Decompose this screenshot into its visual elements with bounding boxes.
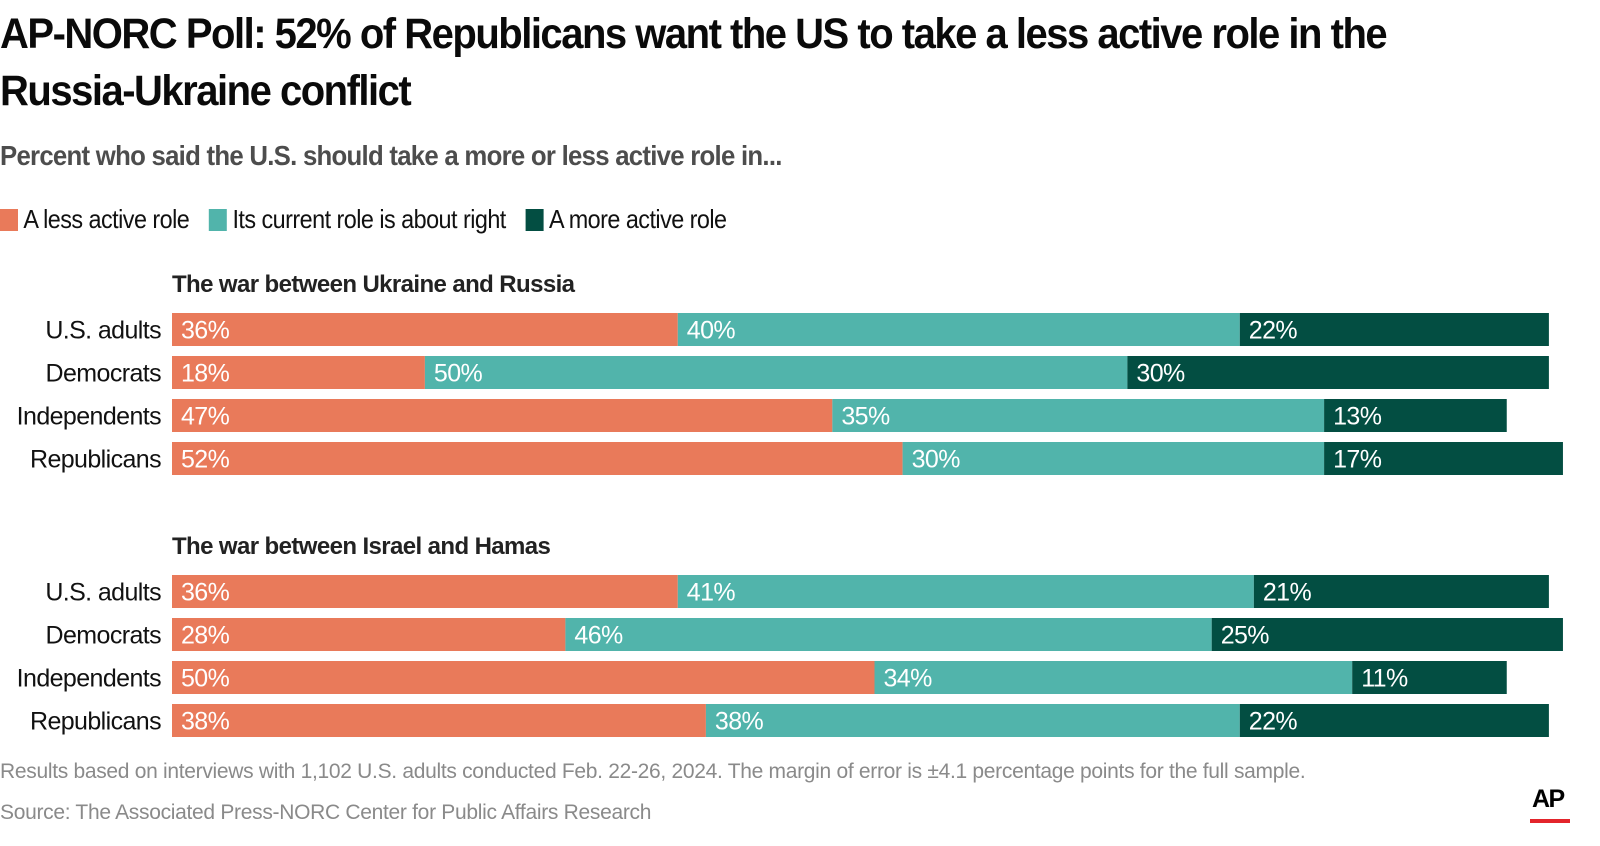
bar-segment-a-less-active-role [172,356,425,389]
row-label-independents: Independents [17,403,161,431]
ap-logo: AP [1532,785,1565,813]
row-label-democrats: Democrats [46,622,162,650]
data-label-a-more-active-role: 25% [1221,622,1270,650]
panel-title: The war between Israel and Hamas [172,533,551,560]
bar-segment-a-less-active-role [172,442,903,475]
data-label-a-less-active-role: 50% [181,665,230,693]
bar-row-democrats: Democrats 28% 46% 25% [46,618,1563,651]
legend-swatch-current-role [209,208,228,231]
legend-item-current-role: Its current role is about right [209,204,506,235]
data-label-a-less-active-role: 28% [181,622,230,650]
row-label-republicans: Republicans [30,708,161,736]
legend-label-current-role: Its current role is about right [232,204,506,234]
legend-swatch-more-active [525,208,544,231]
bar-segment-its-current-role-is-about-right [565,618,1212,651]
bar-row-republicans: Republicans 38% 38% 22% [30,704,1549,737]
legend-item-less-active: A less active role [0,204,190,235]
data-label-its-current-role-is-about-right: 40% [687,317,736,345]
bar-row-u-s-adults: U.S. adults 36% 41% 21% [45,575,1549,608]
data-label-its-current-role-is-about-right: 30% [912,446,961,474]
panel-the-war-between-israel-and-hamas: The war between Israel and Hamas U.S. adu… [17,533,1563,737]
data-label-a-less-active-role: 18% [181,360,230,388]
bar-segment-a-less-active-role [172,661,875,694]
bar-segment-a-more-active-role [1239,313,1549,346]
panel-the-war-between-ukraine-and-russia: The war between Ukraine and Russia U.S. a… [17,271,1563,475]
bar-segment-its-current-role-is-about-right [677,313,1240,346]
data-label-a-less-active-role: 47% [181,403,230,431]
panel-title: The war between Ukraine and Russia [172,271,576,298]
bar-segment-a-more-active-role [1324,442,1563,475]
methodology-note: Results based on interviews with 1,102 U… [0,760,1306,783]
data-label-a-more-active-role: 13% [1333,403,1382,431]
row-label-republicans: Republicans [30,446,161,474]
bar-segment-a-more-active-role [1324,399,1507,432]
data-label-its-current-role-is-about-right: 50% [434,360,483,388]
bar-segment-its-current-role-is-about-right [424,356,1128,389]
bar-segment-its-current-role-is-about-right [832,399,1325,432]
data-label-a-more-active-role: 22% [1249,317,1298,345]
data-label-a-more-active-role: 21% [1263,579,1312,607]
bar-segment-a-more-active-role [1211,618,1563,651]
legend-swatch-less-active [0,208,18,231]
bar-row-democrats: Democrats 18% 50% 30% [46,356,1549,389]
data-label-a-more-active-role: 22% [1249,708,1298,736]
data-label-a-more-active-role: 11% [1361,665,1408,693]
bar-segment-a-less-active-role [172,313,678,346]
legend-label-more-active: A more active role [548,204,727,234]
bar-row-independents: Independents 50% 34% 11% [17,661,1507,694]
data-label-a-more-active-role: 17% [1333,446,1382,474]
chart-title: AP-NORC Poll: 52% of Republicans want th… [0,10,1388,115]
bar-segment-a-more-active-role [1253,575,1549,608]
stacked-bar-chart: The war between Ukraine and Russia U.S. a… [17,271,1563,737]
bar-segment-its-current-role-is-about-right [874,661,1353,694]
bar-segment-a-less-active-role [172,704,706,737]
ap-logo-accent-bar [1530,819,1570,823]
bar-segment-its-current-role-is-about-right [677,575,1254,608]
bar-row-u-s-adults: U.S. adults 36% 40% 22% [45,313,1549,346]
data-label-its-current-role-is-about-right: 35% [841,403,890,431]
bar-row-republicans: Republicans 52% 30% 17% [30,442,1563,475]
bar-segment-a-more-active-role [1239,704,1549,737]
bar-segment-a-less-active-role [172,618,566,651]
bar-segment-a-less-active-role [172,399,833,432]
legend-label-less-active: A less active role [23,204,190,234]
legend-item-more-active: A more active role [525,204,727,235]
data-label-a-less-active-role: 36% [181,317,230,345]
legend: A less active role Its current role is a… [0,204,746,235]
data-label-a-more-active-role: 30% [1136,360,1185,388]
data-label-a-less-active-role: 36% [181,579,230,607]
data-label-its-current-role-is-about-right: 34% [884,665,933,693]
bar-segment-its-current-role-is-about-right [705,704,1240,737]
bar-segment-a-more-active-role [1352,661,1507,694]
data-label-a-less-active-role: 38% [181,708,230,736]
row-label-u-s-adults: U.S. adults [45,317,161,345]
row-label-democrats: Democrats [46,360,162,388]
bar-segment-a-less-active-role [172,575,678,608]
source-note: Source: The Associated Press-NORC Center… [0,801,652,824]
data-label-a-less-active-role: 52% [181,446,230,474]
bar-segment-its-current-role-is-about-right [902,442,1325,475]
bar-segment-a-more-active-role [1127,356,1549,389]
data-label-its-current-role-is-about-right: 38% [715,708,764,736]
data-label-its-current-role-is-about-right: 46% [574,622,623,650]
row-label-u-s-adults: U.S. adults [45,579,161,607]
row-label-independents: Independents [17,665,161,693]
data-label-its-current-role-is-about-right: 41% [687,579,736,607]
chart-subtitle: Percent who said the U.S. should take a … [0,140,782,171]
bar-row-independents: Independents 47% 35% 13% [17,399,1507,432]
